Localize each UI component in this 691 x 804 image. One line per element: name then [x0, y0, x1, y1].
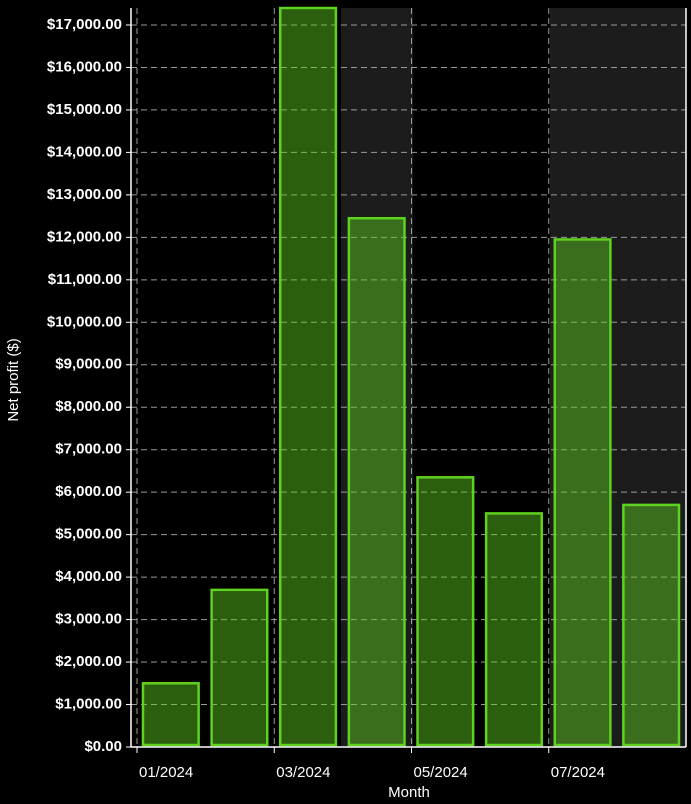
bar — [347, 216, 406, 747]
y-tick-label: $17,000.00 — [47, 16, 122, 33]
y-tick-label: $8,000.00 — [55, 398, 122, 415]
y-tick-label: $3,000.00 — [55, 611, 122, 628]
y-tick-label: $6,000.00 — [55, 483, 122, 500]
bar — [416, 476, 475, 747]
shaded-region — [550, 8, 686, 747]
y-tick-label: $5,000.00 — [55, 526, 122, 543]
x-tick-label: 07/2024 — [551, 764, 605, 781]
x-tick-label: 01/2024 — [139, 764, 193, 781]
y-tick-label: $12,000.00 — [47, 228, 122, 245]
y-tick-label: $7,000.00 — [55, 441, 122, 458]
bar — [622, 503, 681, 747]
x-axis-label: Month — [388, 784, 430, 801]
y-axis-label: Net profit ($) — [5, 338, 22, 421]
shaded-region — [341, 8, 413, 747]
bar — [279, 6, 338, 747]
bar — [210, 588, 269, 747]
y-tick-label: $16,000.00 — [47, 58, 122, 75]
y-tick-label: $14,000.00 — [47, 143, 122, 160]
y-tick-label: $0.00 — [84, 738, 122, 755]
x-tick-label: 03/2024 — [276, 764, 330, 781]
y-tick-label: $15,000.00 — [47, 101, 122, 118]
y-tick-label: $10,000.00 — [47, 313, 122, 330]
y-tick-label: $1,000.00 — [55, 695, 122, 712]
bar — [553, 238, 612, 747]
y-tick-label: $2,000.00 — [55, 653, 122, 670]
y-tick-label: $13,000.00 — [47, 186, 122, 203]
bar — [141, 682, 200, 747]
y-tick-label: $11,000.00 — [48, 271, 122, 288]
bar — [484, 512, 543, 747]
x-tick-label: 05/2024 — [414, 764, 468, 781]
y-tick-label: $4,000.00 — [55, 568, 122, 585]
y-tick-label: $9,000.00 — [55, 356, 122, 373]
